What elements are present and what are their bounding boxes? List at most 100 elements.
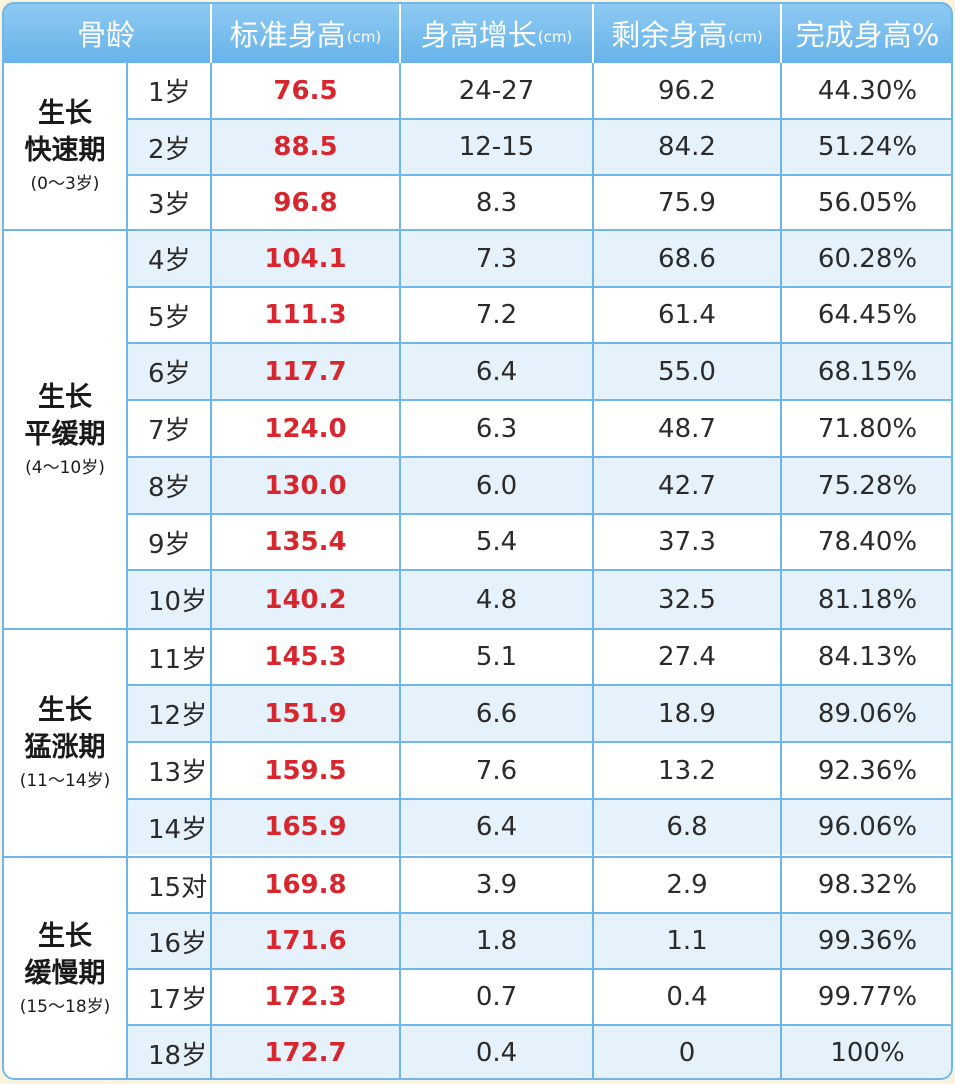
header-height-growth-label: 身高增长 [420,17,537,52]
cell-completed-height: 99.36% [817,926,918,956]
table-row: 10岁 140.2 4.8 32.5 81.18% [128,571,953,628]
cell-remaining-height: 48.7 [658,413,716,444]
table-row: 15对 169.8 3.9 2.9 98.32% [128,858,953,912]
cell-completed-height: 75.28% [817,470,918,501]
cell-bone-age: 16岁 [148,928,208,959]
table-row: 14岁 165.9 6.4 6.8 96.06% [128,800,953,854]
table-row: 5岁 111.3 7.2 61.4 64.45% [128,288,953,342]
cell-completed-height: 92.36% [817,755,918,786]
cell-remaining-height: 42.7 [658,470,716,501]
table-row: 7岁 124.0 6.3 48.7 71.80% [128,401,953,456]
cell-height-growth: 0.7 [475,982,518,1012]
table-header: 骨龄 标准身高 (cm) 身高增长 (cm) 剩余身高 (cm) 完成身高% [2,2,953,63]
table-row: 11岁 145.3 5.1 27.4 84.13% [128,630,953,684]
group-title-line2: 猛涨期 [24,732,106,763]
table-row: 18岁 172.7 0.4 0 100% [128,1026,953,1080]
cell-standard-height: 171.6 [264,926,347,956]
row-divider [128,118,953,120]
cell-bone-age: 10岁 [148,587,208,617]
cell-remaining-height: 61.4 [658,300,716,330]
cell-bone-age: 6岁 [148,359,191,389]
cell-bone-age: 11岁 [148,644,208,675]
cell-bone-age: 12岁 [148,701,208,731]
cell-height-growth: 12-15 [458,132,535,162]
cell-height-growth: 6.0 [475,470,518,501]
header-bone-age: 骨龄 [2,2,210,63]
table-row: 3岁 96.8 8.3 75.9 56.05% [128,176,953,229]
group-age-range: (15～18岁) [19,997,111,1017]
row-divider [128,399,953,401]
table-row: 17岁 172.3 0.7 0.4 99.77% [128,970,953,1024]
cell-standard-height: 151.9 [264,698,347,729]
group-age-range: (4～10岁) [25,457,105,478]
cell-remaining-height: 6.8 [666,812,708,842]
group-age-range: (0～3岁) [30,174,100,194]
cell-height-growth: 7.6 [475,755,518,786]
group-divider [2,229,953,231]
cell-height-growth: 6.4 [475,812,518,842]
cell-completed-height: 51.24% [817,132,918,162]
cell-remaining-height: 0 [678,1038,696,1068]
cell-height-growth: 5.4 [475,527,518,557]
cell-standard-height: 172.7 [264,1038,347,1068]
cell-remaining-height: 0.4 [666,982,708,1012]
cell-height-growth: 6.3 [475,413,518,444]
cell-bone-age: 3岁 [148,190,191,220]
cell-standard-height: 140.2 [264,584,347,615]
row-divider [128,968,953,970]
table-row: 6岁 117.7 6.4 55.0 68.15% [128,344,953,399]
cell-bone-age: 5岁 [148,302,191,333]
cell-standard-height: 96.8 [273,187,338,218]
grid-line [210,63,212,1080]
cell-remaining-height: 27.4 [658,642,716,672]
cell-height-growth: 8.3 [475,187,518,218]
cell-completed-height: 96.06% [817,812,918,842]
group-slow-growth: 生长 缓慢期 (15～18岁) [2,858,128,1080]
cell-remaining-height: 68.6 [658,243,716,274]
grid-line [399,63,401,1080]
grid-line [126,63,128,1080]
header-remaining-height-unit: (cm) [728,28,763,46]
cell-height-growth: 7.2 [475,300,518,330]
cell-height-growth: 6.6 [475,698,518,729]
cell-completed-height: 71.80% [817,413,918,444]
header-divider [592,2,594,63]
group-title-line2: 平缓期 [24,418,106,450]
group-title-line1: 生长 [38,381,92,413]
cell-standard-height: 76.5 [273,75,338,106]
cell-completed-height: 68.15% [817,356,918,387]
cell-completed-height: 81.18% [817,584,918,615]
cell-completed-height: 44.30% [817,75,918,106]
group-surge-growth: 生长 猛涨期 (11～14岁) [2,630,128,856]
cell-remaining-height: 84.2 [658,132,716,162]
cell-completed-height: 78.40% [817,527,918,557]
group-rapid-growth: 生长 快速期 (0～3岁) [2,63,128,229]
row-divider [128,286,953,288]
cell-height-growth: 4.8 [475,584,518,615]
cell-remaining-height: 2.9 [666,870,708,900]
cell-standard-height: 88.5 [273,132,338,162]
cell-completed-height: 100% [830,1038,905,1068]
header-divider [210,2,212,63]
group-title-line2: 快速期 [24,135,106,166]
header-bone-age-label: 骨龄 [76,17,135,52]
cell-bone-age: 1岁 [148,78,191,108]
cell-standard-height: 165.9 [264,812,347,842]
row-divider [128,569,953,571]
row-divider [128,174,953,176]
group-title-line1: 生长 [38,695,92,726]
grid-line [592,63,594,1080]
cell-remaining-height: 96.2 [658,75,716,106]
cell-bone-age: 8岁 [148,473,191,503]
table-row: 8岁 130.0 6.0 42.7 75.28% [128,458,953,513]
group-title-line1: 生长 [38,921,92,952]
cell-bone-age: 7岁 [148,416,191,446]
table-row: 2岁 88.5 12-15 84.2 51.24% [128,120,953,174]
header-divider [399,2,401,63]
group-age-range: (11～14岁) [19,771,111,791]
cell-remaining-height: 1.1 [666,926,708,956]
cell-remaining-height: 18.9 [658,698,716,729]
cell-remaining-height: 37.3 [658,527,716,557]
cell-completed-height: 84.13% [817,642,918,672]
cell-standard-height: 135.4 [264,527,347,557]
